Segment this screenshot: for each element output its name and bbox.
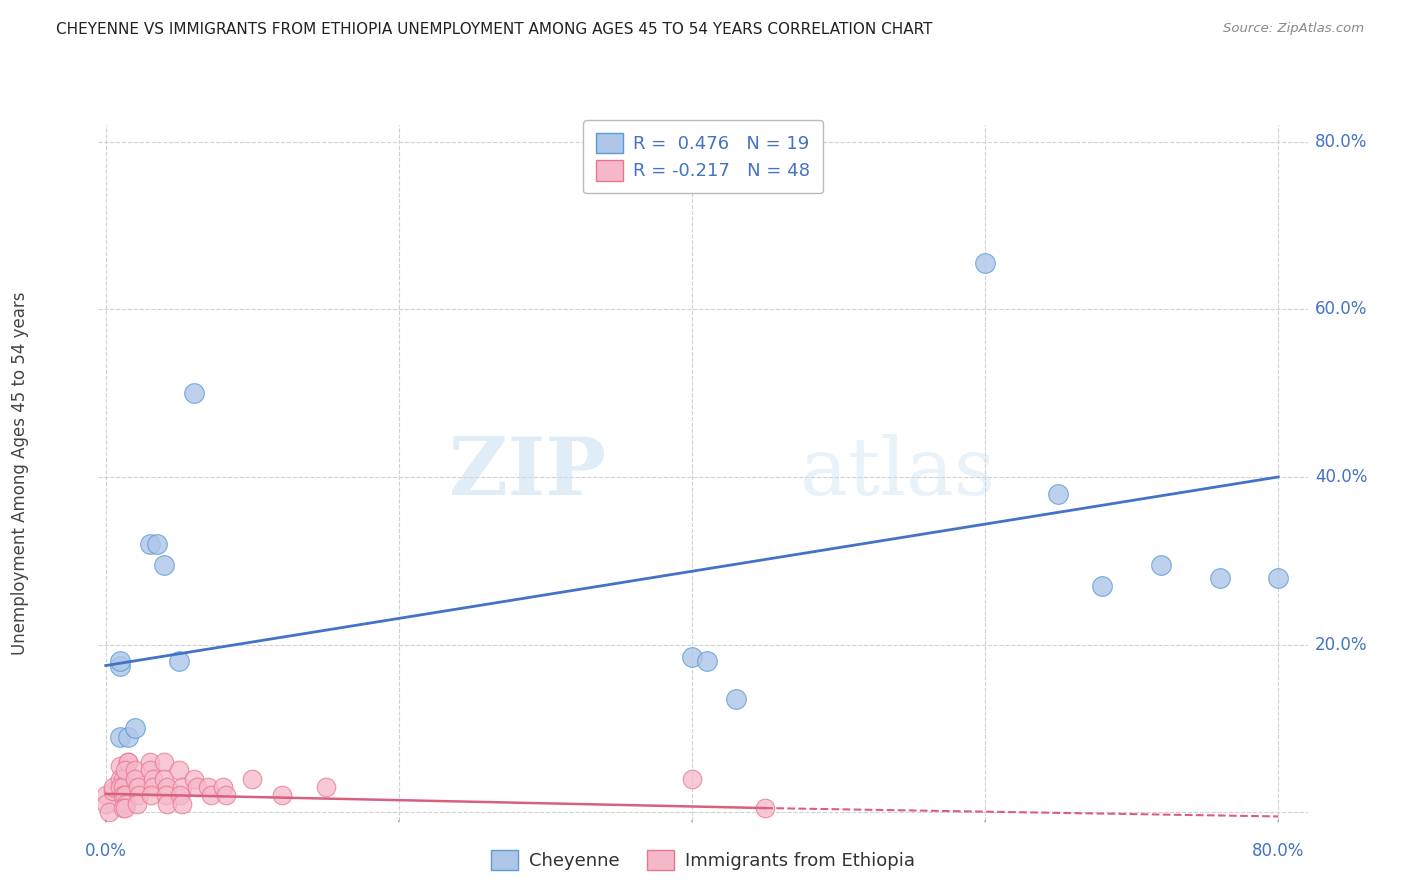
Point	[696, 654, 718, 668]
Point	[97, 805, 120, 820]
Point	[101, 784, 124, 798]
Point	[94, 797, 117, 811]
Point	[754, 801, 776, 815]
Point	[141, 789, 163, 803]
Point	[167, 654, 190, 668]
Legend: Cheyenne, Immigrants from Ethiopia: Cheyenne, Immigrants from Ethiopia	[481, 838, 925, 881]
Point	[124, 772, 146, 786]
Text: 40.0%: 40.0%	[1315, 468, 1367, 486]
Point	[110, 654, 132, 668]
Point	[114, 789, 136, 803]
Point	[110, 780, 132, 794]
Point	[183, 386, 205, 401]
Point	[117, 755, 139, 769]
Text: atlas: atlas	[800, 434, 995, 512]
Point	[110, 772, 132, 786]
Point	[1150, 558, 1173, 572]
Text: 0.0%: 0.0%	[84, 841, 127, 860]
Point	[156, 797, 179, 811]
Point	[240, 772, 263, 786]
Point	[212, 780, 235, 794]
Point	[153, 558, 176, 572]
Point	[117, 730, 139, 744]
Point	[1047, 486, 1070, 500]
Point	[112, 772, 135, 786]
Point	[142, 780, 165, 794]
Point	[155, 789, 177, 803]
Point	[169, 789, 191, 803]
Point	[114, 801, 136, 815]
Point	[112, 789, 135, 803]
Point	[110, 759, 132, 773]
Point	[153, 755, 176, 769]
Point	[681, 772, 703, 786]
Point	[315, 780, 337, 794]
Point	[94, 789, 117, 803]
Point	[974, 256, 997, 270]
Text: ZIP: ZIP	[450, 434, 606, 512]
Point	[1208, 570, 1230, 584]
Text: 80.0%: 80.0%	[1253, 841, 1305, 860]
Point	[183, 772, 205, 786]
Point	[112, 780, 135, 794]
Point	[1267, 570, 1289, 584]
Point	[186, 780, 208, 794]
Point	[125, 797, 148, 811]
Point	[101, 780, 124, 794]
Point	[124, 764, 146, 778]
Point	[170, 797, 193, 811]
Text: 60.0%: 60.0%	[1315, 301, 1367, 318]
Point	[170, 780, 193, 794]
Point	[215, 789, 238, 803]
Point	[1091, 579, 1114, 593]
Point	[681, 650, 703, 665]
Point	[117, 755, 139, 769]
Point	[724, 692, 747, 706]
Point	[127, 780, 149, 794]
Point	[124, 722, 146, 736]
Point	[156, 780, 179, 794]
Point	[114, 764, 136, 778]
Text: Unemployment Among Ages 45 to 54 years: Unemployment Among Ages 45 to 54 years	[11, 291, 30, 655]
Text: 20.0%: 20.0%	[1315, 636, 1368, 654]
Point	[112, 801, 135, 815]
Point	[197, 780, 219, 794]
Point	[270, 789, 292, 803]
Point	[142, 772, 165, 786]
Point	[138, 755, 160, 769]
Text: Source: ZipAtlas.com: Source: ZipAtlas.com	[1223, 22, 1364, 36]
Point	[138, 537, 160, 551]
Point	[146, 537, 169, 551]
Point	[115, 797, 138, 811]
Point	[138, 764, 160, 778]
Point	[167, 764, 190, 778]
Point	[128, 789, 150, 803]
Text: CHEYENNE VS IMMIGRANTS FROM ETHIOPIA UNEMPLOYMENT AMONG AGES 45 TO 54 YEARS CORR: CHEYENNE VS IMMIGRANTS FROM ETHIOPIA UNE…	[56, 22, 932, 37]
Point	[153, 772, 176, 786]
Text: 80.0%: 80.0%	[1315, 133, 1367, 151]
Point	[110, 658, 132, 673]
Point	[110, 730, 132, 744]
Point	[200, 789, 222, 803]
